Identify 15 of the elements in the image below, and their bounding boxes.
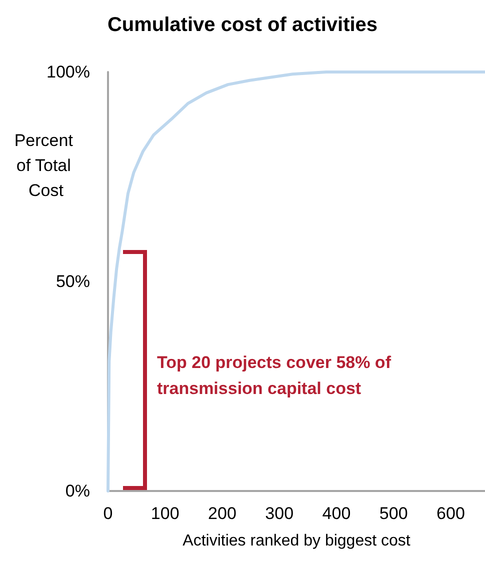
x-tick-label: 200 [208,504,236,523]
x-tick-label: 300 [265,504,294,523]
x-tick-label: 0 [103,504,113,523]
line-series [106,70,485,492]
y-tick-label: 0% [65,482,90,500]
y-tick-label: 50% [56,272,90,291]
x-tick-label: 100 [150,504,180,523]
x-axis-title: Activities ranked by biggest cost [182,532,411,550]
x-tick-label: 600 [436,504,465,523]
x-tick-label: 400 [322,504,351,523]
y-tick-label: 100% [46,62,90,82]
x-tick-label: 500 [379,504,408,523]
annotation: Top 20 projects cover 58% of transmission capital cost [157,352,392,400]
chart-title: Cumulative cost of activities [107,14,378,36]
y-axis-title: Percent of Total Cost [14,131,78,200]
